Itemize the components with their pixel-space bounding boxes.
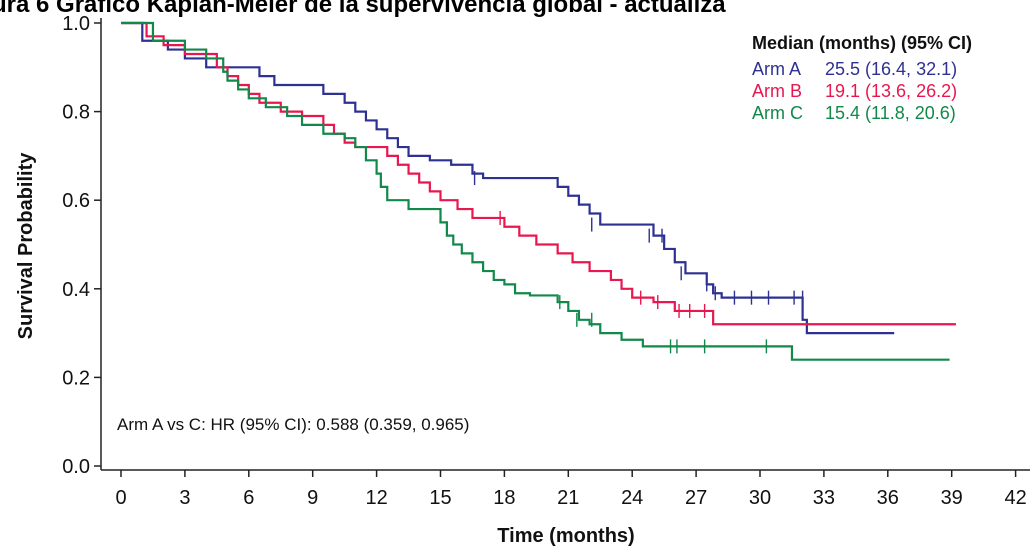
- y-tick-label: 1.0: [62, 13, 90, 35]
- y-tick-label: 0.4: [62, 279, 90, 301]
- y-tick-label: 0.2: [62, 367, 90, 389]
- x-tick-label: 30: [749, 487, 771, 509]
- survival-curves: [121, 21, 956, 361]
- legend: Median (months) (95% CI) Arm A 25.5 (16.4…: [752, 33, 972, 123]
- x-tick-label: 21: [557, 487, 579, 509]
- x-tick-label: 6: [243, 487, 254, 509]
- x-tick-label: 15: [429, 487, 451, 509]
- x-tick-label: 42: [1004, 487, 1026, 509]
- legend-title: Median (months) (95% CI): [752, 33, 972, 53]
- figure-title: ura 6 Gráfico Kaplan-Meier de la supervi…: [0, 0, 726, 18]
- legend-series-name: Arm C: [752, 103, 803, 123]
- x-tick-label: 18: [493, 487, 515, 509]
- y-tick-label: 0.8: [62, 102, 90, 124]
- x-tick-label: 3: [179, 487, 190, 509]
- legend-series-name: Arm B: [752, 81, 802, 101]
- y-tick-label: 0.6: [62, 190, 90, 212]
- legend-series-name: Arm A: [752, 59, 801, 79]
- arm-a-curve: [121, 21, 895, 335]
- plot-axes: [100, 18, 1030, 471]
- x-tick-label: 27: [685, 487, 707, 509]
- x-axis-ticks: 0 3 6 9 12 15 18 21 24 27 30 33 36 39 42: [115, 470, 1027, 509]
- legend-series-median: 19.1 (13.6, 26.2): [825, 81, 957, 101]
- y-axis-title: Survival Probability: [15, 152, 37, 340]
- x-tick-label: 24: [621, 487, 643, 509]
- y-axis-ticks: 0.0 0.2 0.4 0.6 0.8 1.0: [62, 13, 101, 478]
- legend-series-median: 25.5 (16.4, 32.1): [825, 59, 957, 79]
- x-tick-label: 9: [307, 487, 318, 509]
- x-tick-label: 36: [877, 487, 899, 509]
- legend-series-median: 15.4 (11.8, 20.6): [825, 103, 956, 123]
- x-axis-title: Time (months): [497, 525, 634, 547]
- x-tick-label: 12: [365, 487, 387, 509]
- x-tick-label: 39: [941, 487, 963, 509]
- y-tick-label: 0.0: [62, 456, 90, 478]
- hazard-ratio-annotation: Arm A vs C: HR (95% CI): 0.588 (0.359, 0…: [117, 415, 469, 434]
- arm-c-curve: [121, 21, 950, 361]
- x-tick-label: 0: [115, 487, 126, 509]
- x-tick-label: 33: [813, 487, 835, 509]
